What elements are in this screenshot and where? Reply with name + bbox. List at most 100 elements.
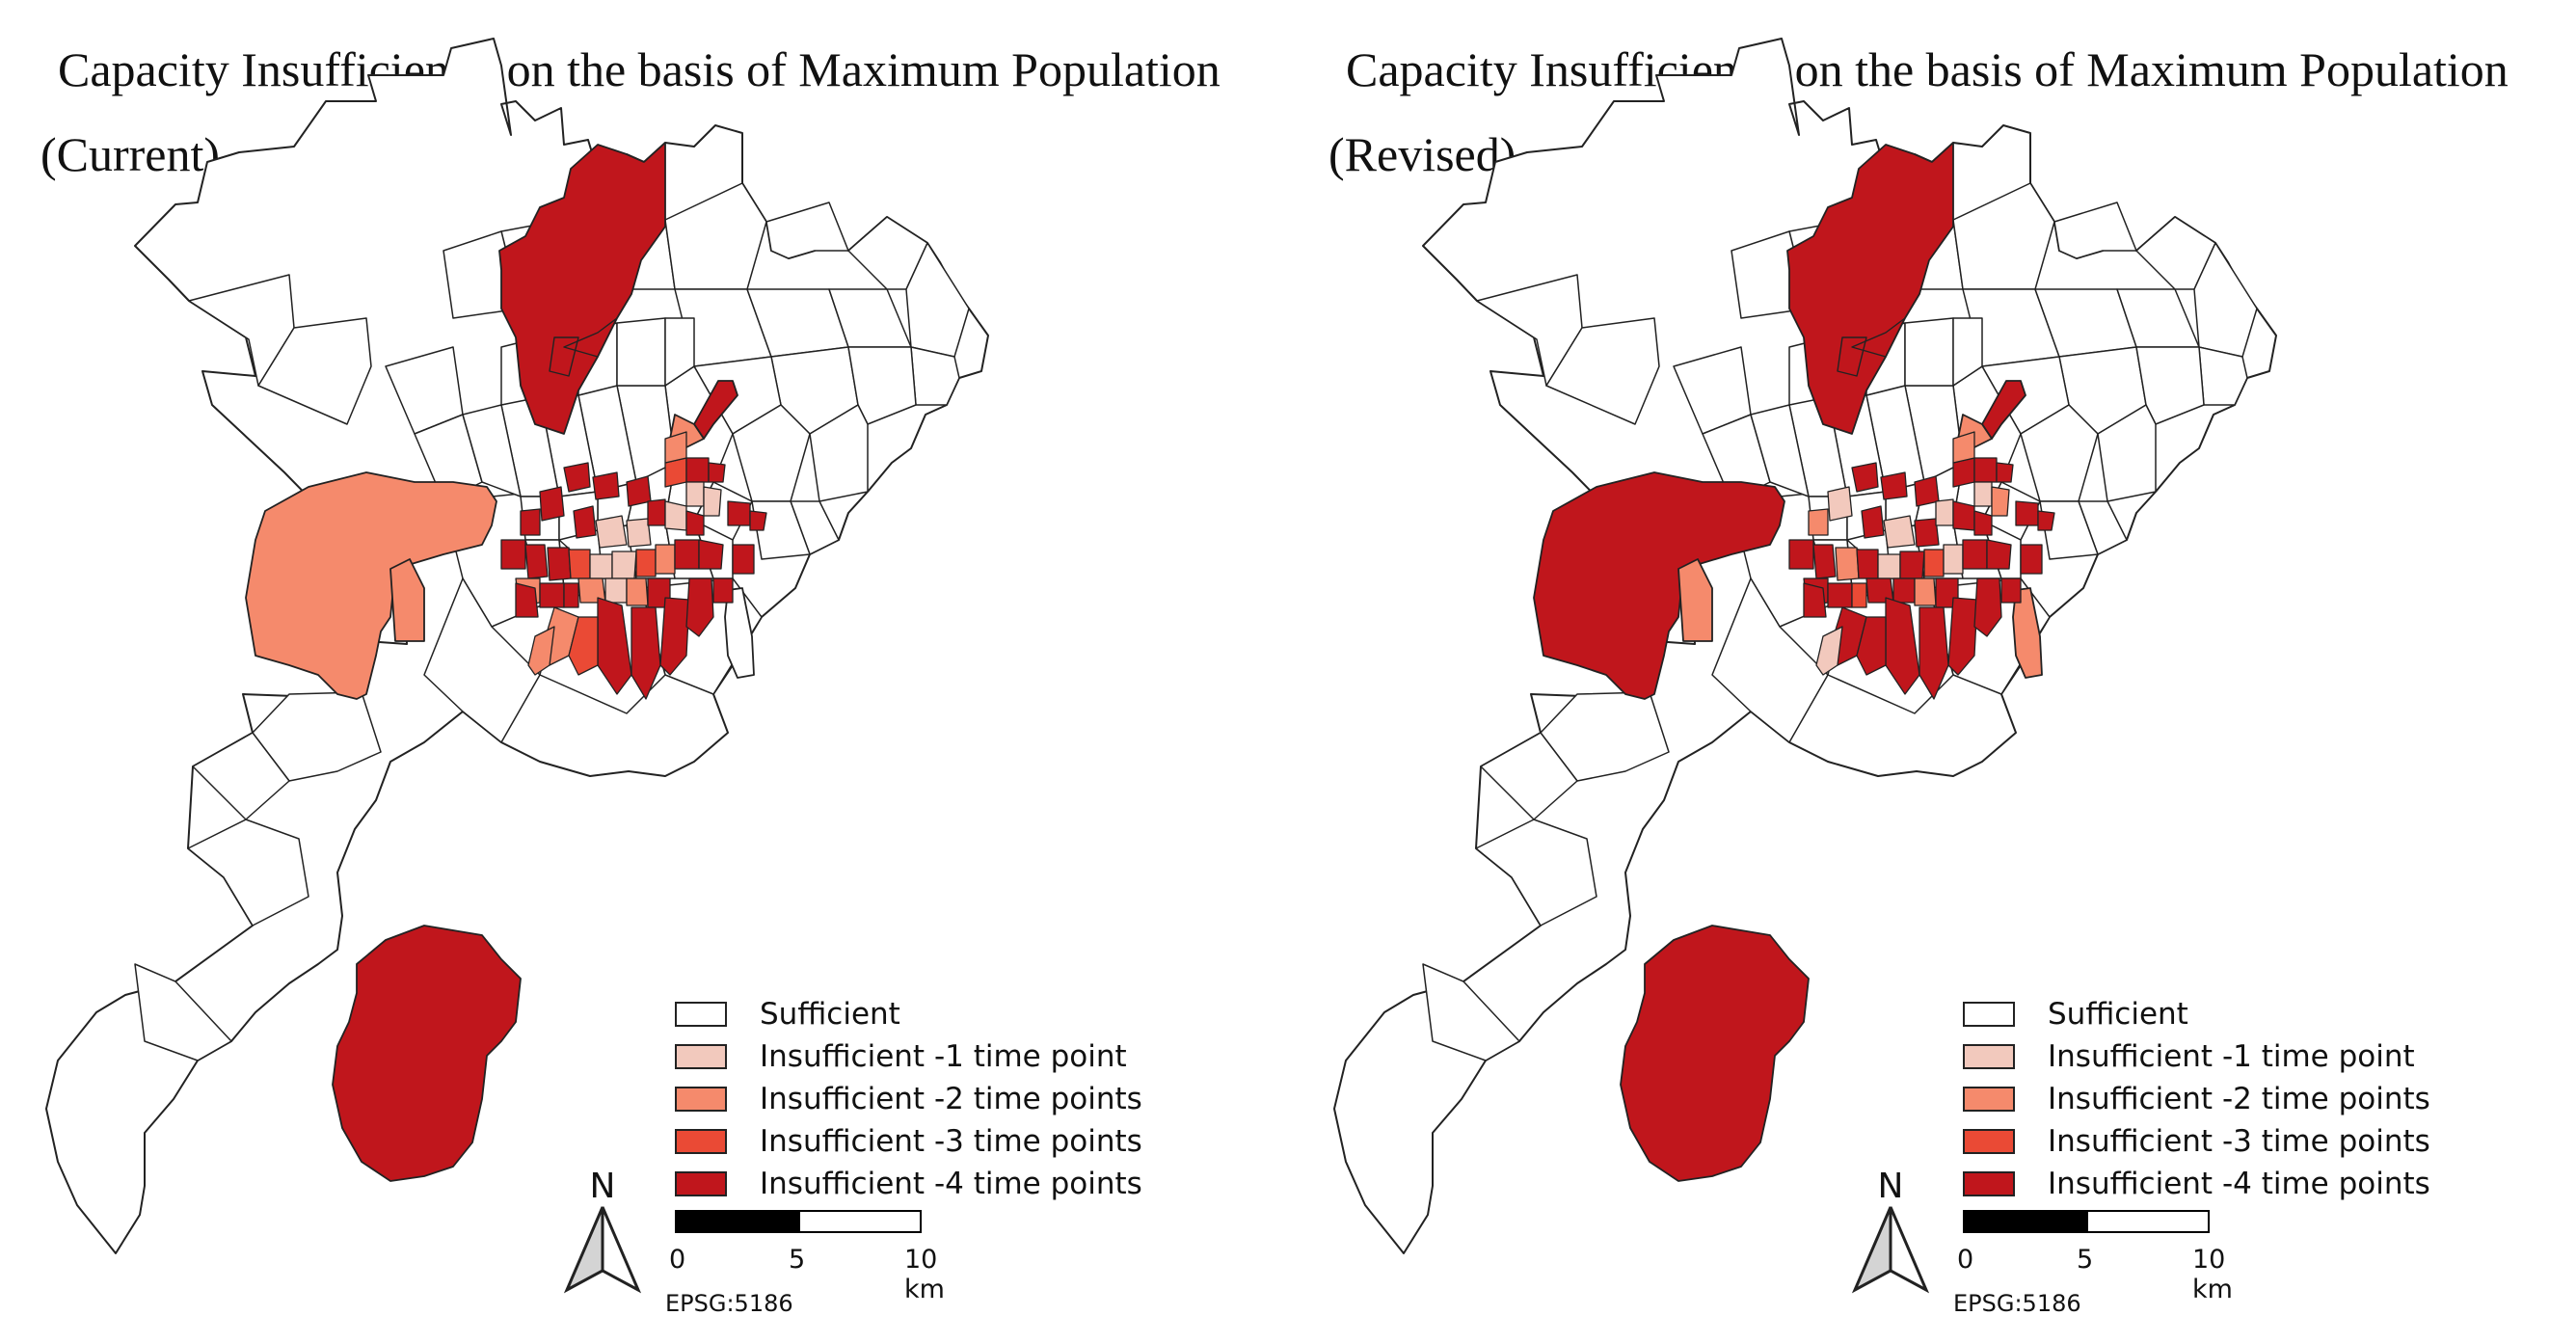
legend-item-tp1: Insufficient -1 time point (675, 1035, 1142, 1078)
map-title: Capacity Insufficiency on the basis of M… (40, 27, 1221, 197)
district-center-cell (2015, 500, 2039, 526)
district-sufficient (1952, 182, 2055, 290)
legend-item-tp4: Insufficient -4 time points (1963, 1163, 2430, 1205)
district-sufficient (910, 346, 960, 406)
legend-item-tp2: Insufficient -2 time points (675, 1078, 1142, 1120)
legend-swatch (675, 1002, 727, 1027)
district-center-cell (1947, 597, 1978, 676)
district-sufficient (2053, 201, 2137, 259)
district-center-cell (592, 471, 620, 500)
district-sufficient (616, 317, 666, 387)
legend-swatch (1963, 1044, 2015, 1069)
district-center-cell (1815, 626, 1843, 676)
district-boundary (1851, 317, 1906, 358)
district-sufficient (2198, 346, 2248, 406)
district-center-cell (539, 486, 565, 522)
district-sufficient (2097, 404, 2157, 502)
district-center-cell (1827, 582, 1853, 608)
district-sufficient (134, 963, 232, 1061)
map-title-line2: (Revised) (1328, 127, 1516, 181)
legend-item-tp4: Insufficient -4 time points (675, 1163, 1142, 1205)
legend-label: Sufficient (760, 997, 900, 1032)
district-center-cell (1923, 549, 1945, 577)
scale-tick: 0 (669, 1245, 686, 1275)
legend-swatch (675, 1044, 727, 1069)
legend-item-tp2: Insufficient -2 time points (1963, 1078, 2430, 1120)
district-center-cell (1996, 462, 2014, 483)
legend-swatch (675, 1129, 727, 1154)
district-center-cell (626, 577, 649, 606)
district-center-cell (1883, 515, 1916, 549)
district-north-cluster (1786, 142, 1954, 435)
district-south-district (1620, 925, 1810, 1182)
district-center-cell (626, 475, 652, 507)
legend-item-sufficient: Sufficient (675, 993, 1142, 1035)
district-sufficient (809, 404, 869, 502)
north-label: N (590, 1167, 616, 1206)
district-sufficient (1422, 963, 1520, 1061)
legend-label: Sufficient (2048, 997, 2188, 1032)
district-center-cell (527, 626, 555, 676)
district-sufficient (765, 201, 849, 259)
scale-bar: 0 5 10 km (669, 1210, 964, 1304)
map-panel-revised: Capacity Insufficiency on the basis of M… (1288, 0, 2576, 1343)
district-center-cell (1991, 486, 2010, 517)
legend-swatch (675, 1087, 727, 1112)
district-center-cell (655, 544, 676, 575)
district-center-cell (520, 508, 541, 536)
scale-tick: 5 (789, 1245, 806, 1275)
district-center-cell (1835, 547, 1860, 581)
district-sufficient (1545, 317, 1660, 425)
district-sufficient (847, 346, 917, 425)
district-center-cell (1973, 457, 1998, 483)
district-center-cell (703, 486, 722, 517)
map-panel-current: Capacity Insufficiency on the basis of M… (40, 27, 1221, 1317)
district-sufficient (1711, 577, 1829, 743)
north-label: N (1878, 1167, 1904, 1206)
north-arrow-icon: N (559, 1167, 646, 1306)
district-sufficient (257, 317, 372, 425)
legend-label: Insufficient -3 time points (2048, 1124, 2430, 1159)
district-center-cell (1986, 539, 2012, 570)
legend-swatch (675, 1171, 727, 1196)
legend-swatch (1963, 1002, 2015, 1027)
scale-bar: 0 5 10 km (1957, 1210, 2252, 1304)
district-center-cell (1899, 551, 1925, 579)
legend-swatch (1963, 1087, 2015, 1112)
legend-label: Insufficient -3 time points (760, 1124, 1142, 1159)
district-center-cell (685, 481, 705, 507)
district-center-cell (1943, 544, 1964, 575)
district-center-cell (1808, 508, 1829, 536)
district-center-cell (1877, 553, 1901, 579)
crs-label: EPSG:5186 (1953, 1290, 2081, 1317)
district-center-cell (568, 616, 599, 676)
map-title-line2: (Current) (40, 127, 221, 181)
district-boundary (563, 317, 618, 358)
district-center-cell (727, 500, 751, 526)
district-center-cell (2000, 577, 2022, 604)
district-center-cell (611, 551, 637, 579)
crs-label: EPSG:5186 (665, 1290, 793, 1317)
district-center-cell (1788, 539, 1814, 570)
district-center-cell (1856, 616, 1887, 676)
district-center-cell (659, 597, 690, 676)
district-sufficient (1480, 732, 1578, 820)
map-title-line1: Capacity Insufficiency on the basis of M… (58, 42, 1221, 96)
scale-tick: 5 (2077, 1245, 2094, 1275)
district-center-cell (547, 547, 572, 581)
district-center-cell (1952, 431, 1975, 464)
district-center-cell (698, 539, 724, 570)
district-center-cell (635, 549, 657, 577)
district-center-cell (1914, 475, 1940, 507)
district-center-cell (1952, 500, 1975, 531)
district-center-cell (1812, 544, 1837, 579)
legend-swatch (1963, 1171, 2015, 1196)
district-southeast-strip (724, 587, 755, 679)
district-center-cell (1851, 582, 1867, 608)
legend-label: Insufficient -4 time points (760, 1167, 1142, 1201)
district-sufficient (1475, 819, 1597, 927)
district-center-cell (685, 577, 714, 637)
district-center-cell (563, 582, 579, 608)
legend-label: Insufficient -4 time points (2048, 1167, 2430, 1201)
district-center-cell (539, 582, 565, 608)
